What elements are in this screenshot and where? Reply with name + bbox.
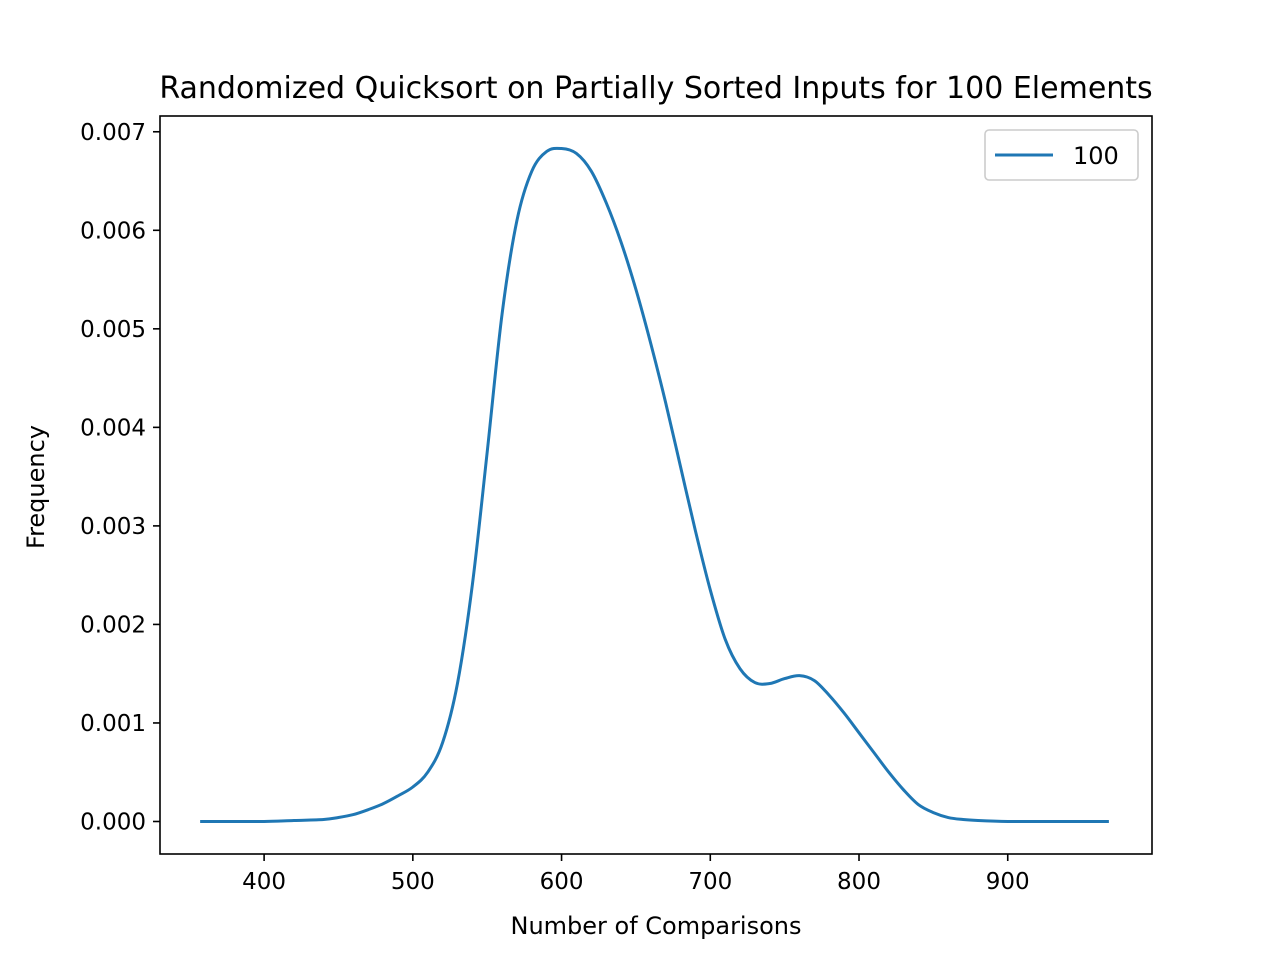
chart-title: Randomized Quicksort on Partially Sorted…: [159, 71, 1152, 106]
plot-lines: [200, 146, 1109, 824]
legend-box: [984, 129, 1139, 181]
x-tick-label: 400: [242, 869, 286, 895]
y-tick-label: 0.002: [80, 612, 146, 638]
y-tick-label: 0.003: [80, 514, 146, 540]
x-axis-label: Number of Comparisons: [511, 912, 802, 940]
x-tick-label: 700: [688, 869, 732, 895]
x-axis-ticks: 400 500 600 700 800 900: [242, 854, 1030, 895]
y-tick-label: 0.001: [80, 711, 146, 737]
x-tick-label: 600: [540, 869, 584, 895]
plot-area-frame: [159, 115, 1153, 855]
y-tick-label: 0.005: [80, 317, 146, 343]
legend-label: 100: [1073, 142, 1119, 170]
legend: 100: [984, 129, 1139, 181]
x-tick-label: 800: [837, 869, 881, 895]
y-tick-label: 0.004: [80, 415, 146, 441]
y-tick-label: 0.007: [80, 120, 146, 146]
y-tick-label: 0.000: [80, 809, 146, 835]
x-tick-label: 500: [391, 869, 435, 895]
y-axis-ticks: 0.000 0.001 0.002 0.003 0.004 0.005 0.006 0.007: [80, 120, 160, 835]
series-line-0: [200, 146, 1109, 824]
y-axis-label: Frequency: [22, 425, 50, 549]
x-tick-label: 900: [986, 869, 1030, 895]
y-tick-label: 0.006: [80, 218, 146, 244]
